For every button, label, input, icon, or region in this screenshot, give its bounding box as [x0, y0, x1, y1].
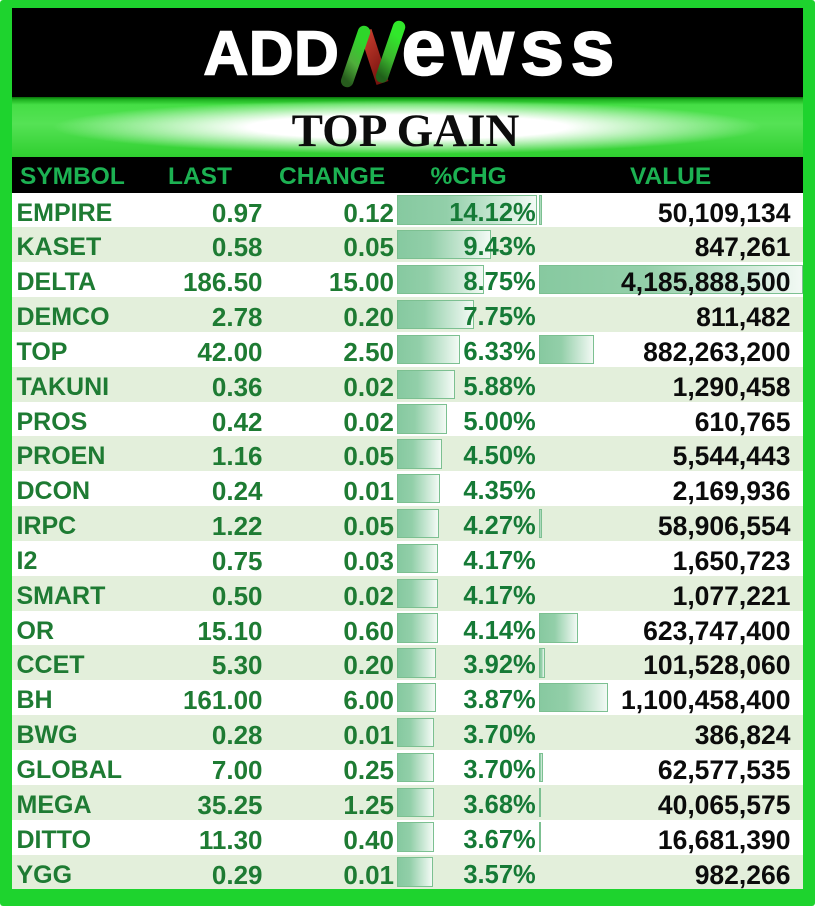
- svg-text:ADD: ADD: [204, 19, 340, 88]
- svg-text:ewss: ewss: [402, 8, 621, 92]
